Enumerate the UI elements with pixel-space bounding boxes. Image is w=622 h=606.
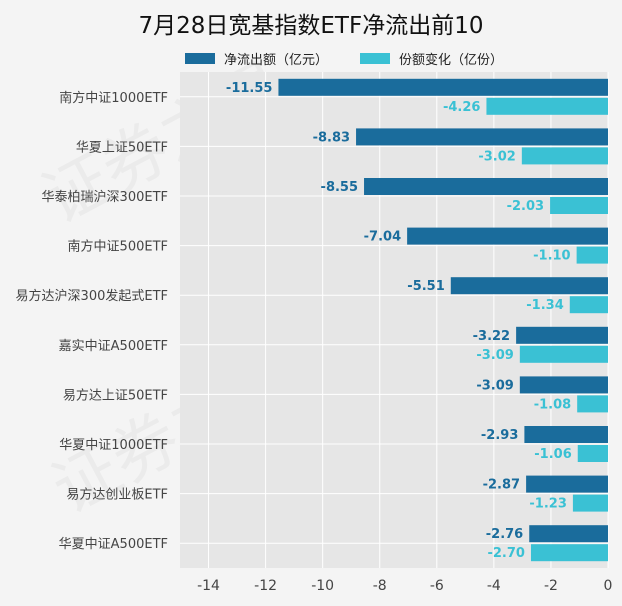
data-label: -1.06 [534,447,571,462]
bar [576,246,608,264]
legend-item-net-outflow: 净流出额（亿元） [185,49,329,68]
bar [577,445,608,462]
bar [572,494,608,512]
category-label: 华夏中证1000ETF [59,438,168,453]
category-label: 嘉实中证A500ETF [59,339,168,354]
bar [550,197,608,214]
category-label: 华夏中证A500ETF [59,537,168,552]
bar [530,544,608,562]
bar [486,97,608,115]
data-label: -1.08 [534,397,571,412]
category-label: 易方达沪深300发起式ETF [16,288,168,304]
bar [524,426,608,443]
category-label: 易方达上证50ETF [63,387,168,403]
bar [569,296,608,314]
x-tick-label: 0 [604,578,613,594]
bar [278,78,608,96]
data-label: -1.23 [529,497,566,512]
data-label: -3.02 [478,149,515,164]
bar [407,227,608,245]
legend-label: 份额变化（亿份） [399,52,504,68]
data-label: -3.09 [476,348,513,363]
data-label: -7.04 [364,230,401,245]
bar [577,395,608,413]
bar [519,345,608,363]
x-tick-label: -4 [487,578,501,594]
legend-swatch [185,52,215,64]
chart-title: 7月28日宽基指数ETF净流出前10 [138,13,484,39]
bar [356,128,608,146]
bar [519,376,608,394]
data-label: -3.22 [473,329,510,344]
x-tick-label: -6 [430,578,444,594]
bar [526,475,608,493]
data-label: -2.93 [481,428,518,443]
x-tick-label: -14 [197,578,220,594]
data-label: -1.34 [526,298,563,313]
data-label: -2.70 [487,546,524,561]
data-label: -4.26 [443,100,480,115]
category-label: 易方达创业板ETF [66,487,168,503]
data-label: -8.83 [313,130,350,145]
bar [450,277,608,295]
data-label: -2.03 [507,199,544,214]
bar [516,326,608,344]
x-tick-label: -2 [544,578,558,594]
x-tick-label: -10 [311,578,334,594]
category-label: 南方中证1000ETF [59,90,168,106]
legend-label: 净流出额（亿元） [224,52,329,68]
data-label: -1.10 [533,249,570,264]
x-tick-label: -8 [373,578,387,594]
category-label: 华泰柏瑞沪深300ETF [42,189,168,205]
legend-item-share-change: 份额变化（亿份） [360,49,504,68]
category-label: 南方中证500ETF [68,239,168,255]
bar [521,147,608,165]
category-label: 华夏上证50ETF [76,140,168,155]
data-label: -2.87 [483,478,520,493]
bar [364,178,608,195]
data-label: -8.55 [321,180,358,195]
legend-swatch [360,52,390,64]
bar [529,525,608,543]
data-label: -5.51 [407,279,444,294]
x-tick-label: -12 [254,578,277,594]
data-label: -3.09 [476,378,513,393]
data-label: -2.76 [486,527,523,542]
data-label: -11.55 [226,81,273,96]
